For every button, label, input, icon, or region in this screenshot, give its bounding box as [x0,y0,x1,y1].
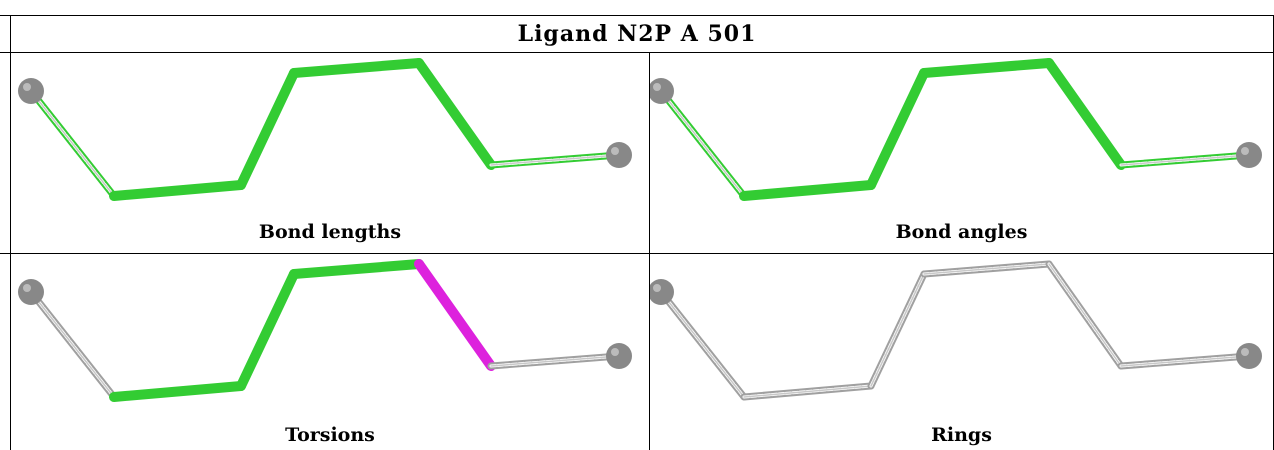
bond [1044,58,1126,170]
atom-highlight [653,284,661,292]
atom-sphere [18,78,44,104]
panel-caption: Bond lengths [258,221,402,243]
atom-highlight [23,83,31,91]
bond [487,352,623,370]
atom-sphere [650,279,674,305]
atom-highlight [1241,147,1249,155]
bond [109,180,246,201]
ligand-structure [650,58,1262,201]
bond [236,68,299,190]
bond-stick [236,68,299,190]
bond [236,269,299,391]
atom-sphere [18,279,44,305]
bond-center [1120,355,1250,367]
atom-sphere [1236,343,1262,369]
bond-center [490,355,620,367]
atom-body [18,279,44,305]
grid-line [10,15,11,450]
panel-caption: Bond angles [895,221,1028,243]
atom-body [1236,343,1262,369]
ligand-structure [650,260,1262,401]
atom-sphere [606,343,632,369]
bond-center [870,273,925,387]
bond-center [743,385,872,398]
bond-stick [289,58,424,78]
bond-center [923,263,1050,275]
panel-caption: Torsions [285,424,375,446]
bond-center [30,291,115,398]
grid-line [0,52,1274,53]
panel-bond-angles: Bond angles [650,53,1273,253]
bond [657,288,748,401]
atom-highlight [653,83,661,91]
bond [27,288,118,401]
panel-rings: Rings [650,254,1273,450]
grid-line [649,52,650,450]
panel-bond-lengths: Bond lengths [11,53,649,253]
atom-highlight [1241,348,1249,356]
bond-stick [236,269,299,391]
atom-highlight [611,147,619,155]
bond [920,260,1053,278]
bond-stick [289,259,424,279]
bond [739,180,876,201]
bond-stick [109,381,246,402]
bond-stick [919,58,1054,78]
bond [289,259,424,279]
atom-sphere [606,142,632,168]
bond [1045,260,1125,370]
bond-center [1048,263,1122,367]
atom-highlight [611,348,619,356]
bond-center [660,291,745,398]
bond [27,87,118,200]
atom-sphere [650,78,674,104]
bond [657,87,748,200]
bond [487,151,623,169]
bond-center [660,90,745,197]
bond-stick [414,58,496,170]
bond [414,259,496,371]
bond [1117,352,1253,370]
bond [1117,151,1253,169]
bond-stick [1044,58,1126,170]
atom-body [18,78,44,104]
bond-stick [414,259,496,371]
grid-line [0,15,1274,16]
bond-stick [739,180,876,201]
bond-stick [109,180,246,201]
ligand-structure [18,259,632,402]
ligand-title: Ligand N2P A 501 [517,21,757,47]
atom-sphere [1236,142,1262,168]
bond [289,58,424,78]
atom-body [606,343,632,369]
bond-center [1120,154,1250,166]
bond-stick [866,68,929,190]
bond [109,381,246,402]
bond-center [490,154,620,166]
bond [740,382,875,401]
bond [919,58,1054,78]
panel-torsions: Torsions [11,254,649,450]
atom-body [606,142,632,168]
bond [866,68,929,190]
bond-center [30,90,115,197]
atom-body [1236,142,1262,168]
atom-highlight [23,284,31,292]
panel-caption: Rings [931,424,992,446]
bond [414,58,496,170]
bond [867,270,928,390]
ligand-structure [18,58,632,201]
grid-line [0,253,1274,254]
